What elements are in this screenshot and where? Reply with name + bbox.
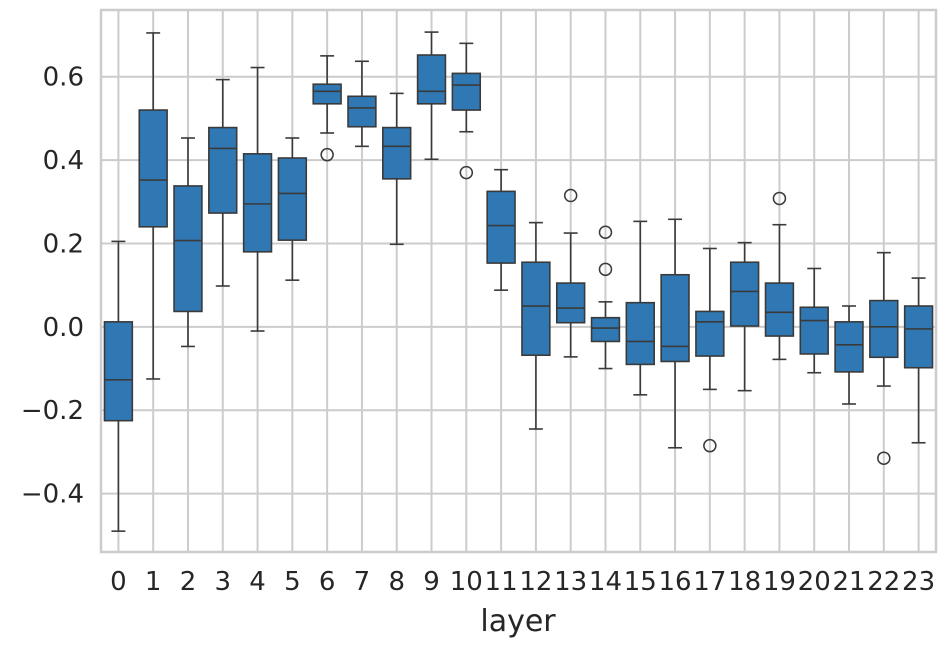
x-tick-label: 17 <box>693 567 726 597</box>
boxes-group <box>103 31 934 532</box>
x-tick-label: 11 <box>485 567 518 597</box>
outlier-point <box>459 165 474 180</box>
box-layer-23 <box>903 277 934 444</box>
box-iqr <box>382 126 412 180</box>
box-iqr <box>173 185 203 313</box>
outlier-point <box>598 262 613 277</box>
box-layer-20 <box>799 267 829 374</box>
box-iqr <box>764 282 795 337</box>
x-tick-label: 19 <box>763 567 796 597</box>
x-tick-label: 22 <box>867 567 900 597</box>
box-iqr <box>486 190 516 264</box>
y-tick-label: 0.2 <box>43 229 84 259</box>
box-layer-3 <box>208 78 238 287</box>
x-tick-label: 4 <box>249 567 266 597</box>
box-iqr <box>834 321 864 373</box>
box-layer-11 <box>486 168 516 291</box>
x-tick-label: 7 <box>354 567 371 597</box>
box-layer-7 <box>347 60 377 148</box>
box-iqr <box>903 305 934 369</box>
outlier-point <box>598 225 613 239</box>
box-layer-14 <box>590 225 621 370</box>
plot-area <box>101 10 936 552</box>
x-tick-label: 23 <box>902 567 935 597</box>
x-tick-label: 6 <box>319 567 336 597</box>
box-iqr <box>103 321 134 422</box>
box-iqr <box>277 157 308 241</box>
x-tick-label: 5 <box>284 567 301 597</box>
x-tick-label: 20 <box>798 567 831 597</box>
x-tick-label: 3 <box>214 567 231 597</box>
box-layer-6 <box>312 55 342 162</box>
box-layer-19 <box>764 191 795 361</box>
box-iqr <box>312 83 342 105</box>
x-tick-label: 10 <box>450 567 483 597</box>
box-iqr <box>799 306 829 355</box>
x-axis-title: layer <box>480 604 556 639</box>
box-iqr <box>729 261 760 327</box>
outlier-point <box>772 191 787 206</box>
box-iqr <box>555 282 586 324</box>
box-layer-5 <box>277 137 308 281</box>
box-layer-2 <box>173 137 203 348</box>
box-layer-9 <box>416 31 447 161</box>
x-tick-label: 13 <box>554 567 587 597</box>
outlier-point <box>703 438 717 453</box>
x-tick-label: 2 <box>180 567 197 597</box>
box-iqr <box>660 273 690 363</box>
box-iqr <box>451 72 482 111</box>
y-tick-label: −0.2 <box>21 396 84 426</box>
box-iqr <box>869 299 899 359</box>
outlier-point <box>320 147 334 162</box>
x-tick-label: 9 <box>423 567 440 597</box>
box-layer-21 <box>834 305 864 405</box>
outlier-point <box>877 451 891 465</box>
x-tick-label: 1 <box>145 567 162 597</box>
y-tick-label: 0.0 <box>43 313 84 343</box>
x-tick-label: 14 <box>589 567 622 597</box>
outlier-point <box>563 188 578 203</box>
box-layer-13 <box>555 188 586 358</box>
x-tick-label: 21 <box>832 567 865 597</box>
y-tick-labels: −0.4 −0.2 0.0 0.2 0.4 0.6 <box>21 63 84 510</box>
box-iqr <box>242 153 273 253</box>
box-layer-12 <box>521 221 551 430</box>
y-tick-label: 0.6 <box>43 63 84 93</box>
box-iqr <box>625 301 655 366</box>
box-layer-10 <box>451 42 482 180</box>
box-iqr <box>416 54 447 105</box>
box-layer-8 <box>382 92 412 246</box>
box-layer-0 <box>103 240 134 532</box>
box-layer-18 <box>729 241 760 392</box>
x-tick-label: 12 <box>519 567 552 597</box>
x-tick-label: 8 <box>388 567 405 597</box>
y-tick-label: 0.4 <box>43 146 84 176</box>
box-iqr <box>347 95 377 128</box>
y-tick-label: −0.4 <box>21 480 84 510</box>
x-tick-labels: 0 1 2 3 4 5 6 7 8 9 10 11 12 13 14 15 16 17 18 19 20 21 22 23 <box>110 567 935 597</box>
box-iqr <box>138 109 168 228</box>
box-layer-1 <box>138 32 168 380</box>
box-layer-15 <box>625 220 655 396</box>
x-tick-label: 0 <box>110 567 127 597</box>
plot-frame <box>99 8 938 554</box>
box-layer-17 <box>695 247 725 453</box>
x-tick-label: 16 <box>659 567 692 597</box>
box-iqr <box>521 261 551 357</box>
x-tick-label: 18 <box>728 567 761 597</box>
box-iqr <box>695 310 725 357</box>
box-layer-22 <box>869 251 899 465</box>
box-iqr <box>208 126 238 214</box>
box-layer-16 <box>660 218 690 449</box>
x-tick-label: 15 <box>624 567 657 597</box>
box-layer-4 <box>242 66 273 332</box>
box-iqr <box>590 316 621 343</box>
